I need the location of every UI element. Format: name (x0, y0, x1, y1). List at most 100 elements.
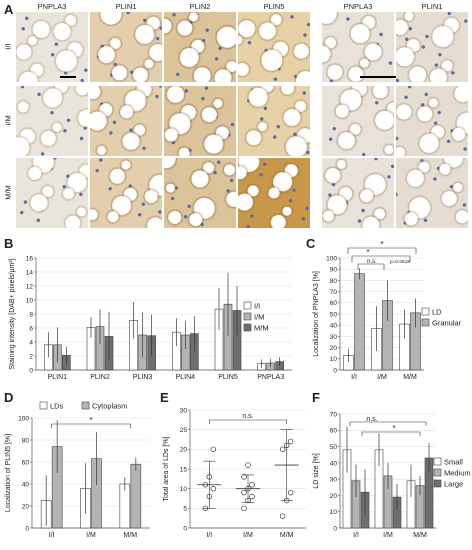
y-tick-label: 14 (26, 269, 34, 276)
y-tick-label: 10 (330, 509, 338, 516)
data-point (241, 474, 247, 480)
y-tick-label: 100 (18, 415, 29, 422)
y-tick-label: 20 (330, 345, 338, 352)
panel-c-letter: C (306, 236, 316, 251)
sig-bracket (347, 247, 417, 254)
y-tick-label: 80 (22, 437, 30, 444)
micrograph-tile (16, 12, 88, 82)
y-tick-label: 40 (330, 323, 338, 330)
legend-swatch (433, 479, 442, 488)
legend-label: I/I (254, 302, 260, 311)
y-tick-label: 10 (26, 297, 34, 304)
sig-bracket (361, 431, 421, 436)
y-tick-label: 8 (29, 311, 33, 318)
micrograph-column-label: PLIN1 (421, 2, 443, 11)
x-tick-label: PLIN2 (90, 374, 110, 381)
scale-bar (360, 76, 396, 78)
micrograph-tile (322, 158, 394, 228)
sig-label: * (380, 240, 383, 249)
micrograph-tile (90, 12, 162, 82)
y-tick-label: 30 (330, 334, 338, 341)
legend-swatch (421, 318, 430, 327)
y-tick-label: 15 (180, 466, 188, 473)
sig-bracket (209, 419, 287, 424)
legend-label: Small (444, 458, 463, 467)
data-point (249, 493, 255, 500)
legend-swatch (81, 401, 90, 410)
data-point (249, 481, 255, 488)
y-tick-label: 0 (25, 525, 29, 532)
micrograph-tile (90, 86, 162, 156)
legend-label: M/M (254, 324, 269, 333)
sig-label: * (366, 248, 369, 257)
chart-e: 0 5 10 15 20 25 30 Total area of LDs [%] I/I I/M M… (163, 407, 306, 539)
micrograph-tile (396, 158, 468, 228)
chart-b: 0 2 4 6 8 10 12 14 16 Staining intensity [DAB+ pi… (9, 255, 292, 381)
x-tick-label: I/I (351, 374, 357, 381)
y-tick-label: 30 (330, 477, 338, 484)
y-tick-label: 25 (180, 427, 188, 434)
micrograph-column-label: PLIN2 (189, 2, 211, 11)
legend-swatch (433, 468, 442, 477)
x-tick-label: PLIN1 (48, 374, 68, 381)
data-point (287, 438, 294, 445)
y-tick-label: 0 (333, 525, 337, 532)
sig-label: p=0.0618 (390, 259, 410, 265)
legend-label: Medium (444, 469, 471, 478)
scale-bar (60, 76, 76, 78)
micrograph-tile (90, 158, 162, 228)
sig-label: * (89, 416, 92, 425)
chart-f: 0 10 20 30 40 50 60 70 LD size [%] I/I I/M M/M Small… (313, 411, 471, 539)
legend-label: Cytoplasm (92, 402, 127, 411)
micrograph-tile (164, 158, 236, 228)
y-tick-label: 60 (330, 300, 338, 307)
micrograph-tile (396, 12, 468, 82)
micrograph-tile (238, 158, 310, 228)
x-tick-label: M/M (280, 532, 294, 539)
x-tick-label: I/M (243, 532, 253, 539)
x-tick-label: PLIN5 (218, 374, 238, 381)
micrograph-tile (16, 158, 88, 228)
y-axis-label: Localization of PLIN5 [%] (5, 434, 12, 512)
sig-bracket (351, 255, 411, 262)
data-point (241, 489, 247, 496)
y-tick-label: 90 (330, 267, 338, 274)
x-tick-label: PLIN3 (133, 374, 153, 381)
data-point (210, 446, 217, 453)
y-tick-label: 4 (29, 339, 33, 346)
legend-swatch (243, 312, 252, 321)
y-tick-label: 70 (330, 289, 338, 296)
panel-f-letter: F (312, 390, 320, 405)
sig-bracket (357, 263, 385, 270)
sig-bracket (51, 423, 131, 428)
micrograph-tile (238, 12, 310, 82)
micrograph-column-label: PLIN1 (115, 2, 137, 11)
sig-bracket (349, 421, 427, 426)
panel-d-letter: D (4, 390, 14, 405)
legend-swatch (433, 457, 442, 466)
legend-swatch (39, 401, 48, 410)
y-tick-label: 60 (330, 428, 338, 435)
y-tick-label: 0 (29, 367, 33, 374)
chart-d: 0 20 40 60 80 100 Localization of PLIN5 [%] I/I… (5, 401, 150, 539)
y-tick-label: 50 (330, 311, 338, 318)
micrograph-row-label: I/M (3, 115, 13, 126)
chart-c: 0 10 20 30 40 50 60 70 80 90 100 Localization of PN… (313, 240, 462, 381)
micrograph-tile (164, 86, 236, 156)
y-tick-label: 40 (330, 460, 338, 467)
y-tick-label: 80 (330, 278, 338, 285)
data-point (241, 505, 247, 512)
y-tick-label: 20 (180, 447, 188, 454)
x-tick-label: PLIN4 (176, 374, 196, 381)
legend-label: LDs (50, 402, 64, 411)
legend-label: Large (444, 480, 463, 489)
micrograph-tile (322, 12, 394, 82)
micrograph-tile (164, 12, 236, 82)
micrograph-column-label: PNPLA3 (37, 2, 67, 11)
micrograph-tile (16, 86, 88, 156)
data-point (279, 513, 286, 519)
micrograph-column-label: PNPLA3 (343, 2, 373, 11)
y-tick-label: 5 (183, 506, 187, 513)
y-axis-label: LD size [%] (313, 453, 320, 488)
y-tick-label: 50 (330, 444, 338, 451)
